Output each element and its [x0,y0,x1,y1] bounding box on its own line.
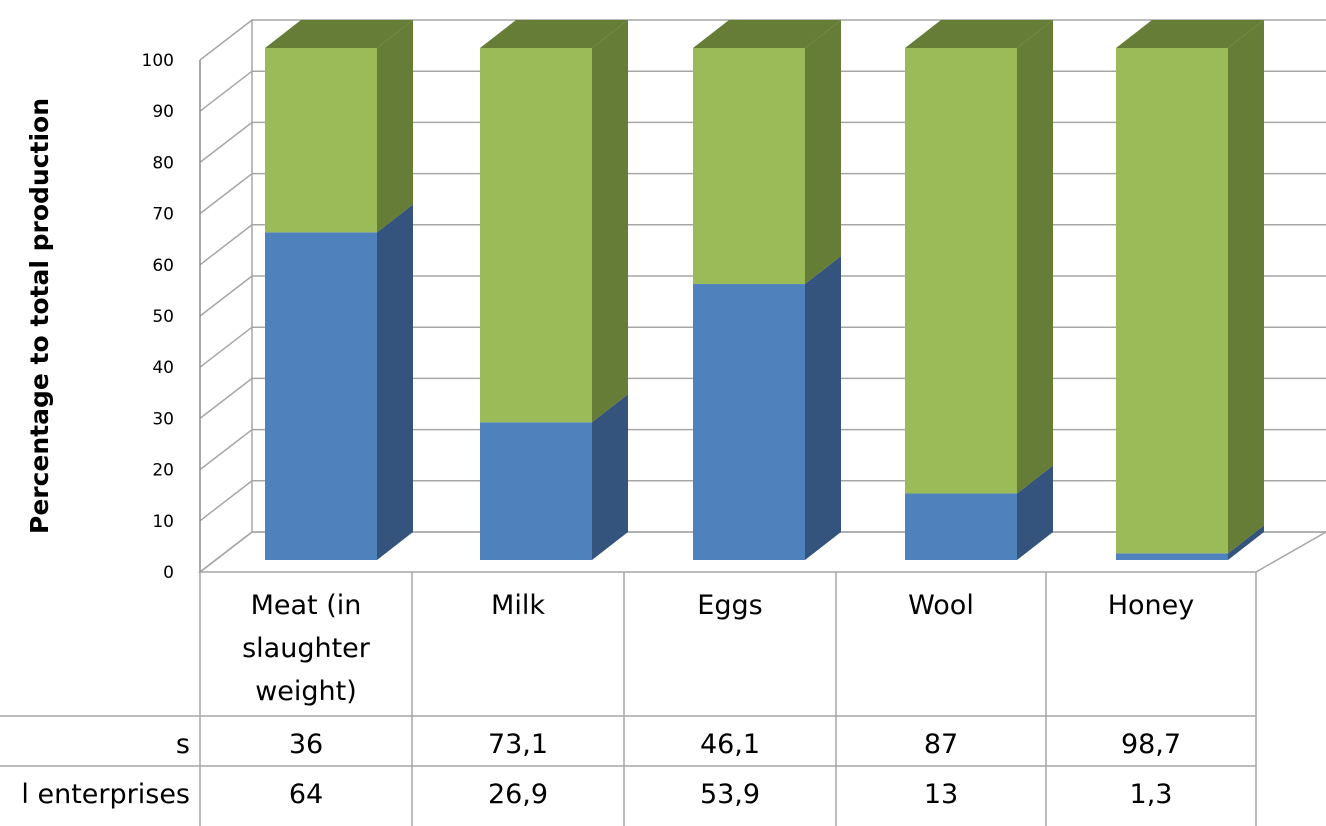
table-cell-value: 46,1 [700,729,760,760]
y-tick-label: 20 [152,461,174,481]
bar-segment [905,493,1017,560]
bar-top [693,20,841,48]
y-tick-label: 50 [152,307,174,327]
table-cell-value: 98,7 [1121,729,1181,760]
table-cell-value: 1,3 [1130,779,1173,810]
bar-segment [480,422,592,560]
table-cell-value: 26,9 [488,779,548,810]
bar-segment [265,232,377,560]
bar-side [1017,20,1053,494]
bar-segment [905,48,1017,494]
bar-side [805,256,841,560]
series-label: s [176,729,190,760]
y-axis-title: Percentage to total production [25,98,54,534]
y-tick-label: 100 [142,51,174,71]
x-category-label: slaughter [242,633,371,664]
bar-side [1228,525,1264,560]
bars-layer [265,20,1264,560]
y-tick-label: 10 [152,512,174,532]
bar-segment [693,284,805,560]
y-tick-label: 30 [152,409,174,429]
x-category-label: weight) [255,676,357,707]
bar-top [1116,20,1264,48]
bar-side [805,20,841,285]
bar-side [377,204,413,560]
table-cell-value: 64 [289,779,323,810]
bar-top [480,20,628,48]
bar-segment [693,48,805,285]
x-category-label: Honey [1108,590,1195,621]
x-category-label: Eggs [697,590,762,621]
bar-side [1228,20,1264,554]
bar-top [905,20,1053,48]
table-cell-value: 73,1 [488,729,548,760]
y-tick-label: 90 [152,102,174,122]
bar-segment [1116,48,1228,554]
table-cell-value: 36 [289,729,323,760]
y-tick-label: 60 [152,256,174,276]
x-category-label: Milk [491,590,545,621]
y-tick-label: 40 [152,358,174,378]
y-axis: 0 10 20 30 40 50 60 70 80 90 100 [142,20,253,583]
bar-top [265,20,413,48]
bar-side [592,20,628,423]
series-label: l enterprises [21,779,190,810]
x-category-label: Meat (in [251,590,362,621]
table-cell-value: 53,9 [700,779,760,810]
x-category-label: Wool [908,590,974,621]
bar-side [1017,465,1053,560]
bar-side [592,394,628,560]
y-tick-label: 80 [152,153,174,173]
bar-segment [1116,553,1228,560]
y-tick-label: 70 [152,205,174,225]
bar-segment [265,48,377,233]
data-table: Meat (in slaughter weight) Milk Eggs Wool Hone… [0,572,1257,826]
bar-side [377,20,413,233]
y-tick-label: 0 [163,563,174,583]
table-cell-value: 13 [924,779,958,810]
bar-segment [480,48,592,423]
table-cell-value: 87 [924,729,958,760]
